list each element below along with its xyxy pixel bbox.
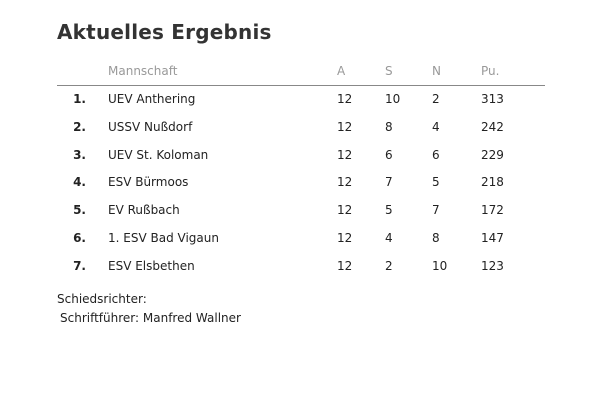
losses: 7 (432, 203, 440, 218)
wins: 6 (385, 147, 393, 162)
scorer-name: Manfred Wallner (142, 311, 241, 325)
rank: 1. (73, 92, 86, 106)
points: 172 (481, 203, 504, 218)
points: 229 (481, 147, 504, 162)
wins: 2 (385, 258, 393, 273)
points: 242 (481, 119, 504, 134)
played: 12 (337, 175, 353, 190)
n-header: N (432, 64, 441, 78)
played: 12 (337, 258, 353, 273)
points: 123 (481, 258, 504, 273)
points: 313 (481, 92, 504, 106)
losses: 4 (432, 119, 440, 134)
wins: 8 (385, 119, 393, 134)
played: 12 (337, 92, 353, 106)
team: UEV Anthering (108, 92, 196, 106)
rank: 3. (73, 147, 86, 162)
points-header: Pu. (481, 64, 500, 78)
team: ESV Elsbethen (108, 258, 195, 273)
a-header: A (337, 64, 346, 78)
played: 12 (337, 119, 353, 134)
header-rule (57, 85, 545, 86)
losses: 2 (432, 92, 440, 106)
wins: 7 (385, 175, 393, 190)
played: 12 (337, 231, 353, 245)
losses: 10 (432, 258, 448, 273)
team-header: Mannschaft (108, 64, 178, 78)
scorer-label: Schriftführer: (60, 311, 140, 325)
points: 147 (481, 231, 504, 245)
played: 12 (337, 147, 353, 162)
losses: 6 (432, 147, 440, 162)
losses: 5 (432, 175, 440, 190)
wins: 4 (385, 231, 393, 245)
losses: 8 (432, 231, 440, 245)
team: UEV St. Koloman (108, 147, 209, 162)
points: 218 (481, 175, 504, 190)
wins: 5 (385, 203, 393, 218)
wins: 10 (385, 92, 401, 106)
team: 1. ESV Bad Vigaun (108, 231, 219, 245)
team: EV Rußbach (108, 203, 180, 218)
played: 12 (337, 203, 353, 218)
team: USSV Nußdorf (108, 119, 193, 134)
rank: 4. (73, 175, 86, 190)
s-header: S (385, 64, 393, 78)
scorer-line: Schriftführer: Manfred Wallner (60, 311, 241, 325)
rank: 6. (73, 231, 86, 245)
rank: 2. (73, 119, 86, 134)
title: Aktuelles Ergebnis (57, 20, 272, 44)
team: ESV Bürmoos (108, 175, 189, 190)
rank: 7. (73, 258, 86, 273)
referee-label: Schiedsrichter: (57, 292, 147, 306)
rank: 5. (73, 203, 86, 218)
